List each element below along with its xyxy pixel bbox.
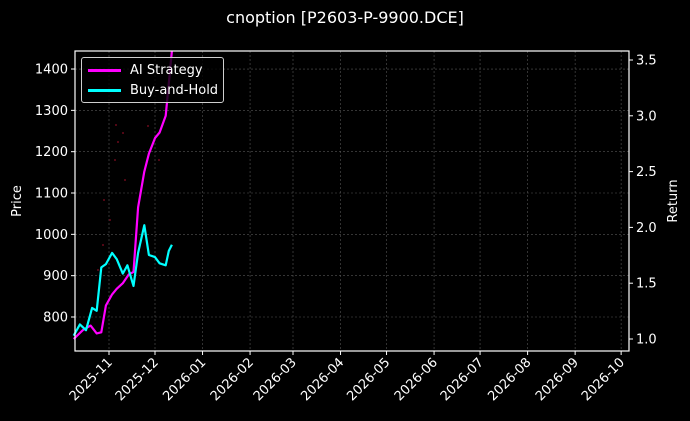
svg-text:1200: 1200 (35, 145, 68, 160)
y-axis-left-label: Price (10, 185, 25, 217)
svg-text:2026-10: 2026-10 (579, 355, 628, 404)
svg-text:2026-05: 2026-05 (344, 355, 393, 404)
svg-text:1.5: 1.5 (636, 277, 657, 292)
svg-text:2026-08: 2026-08 (485, 355, 534, 404)
grid-lines (75, 51, 629, 351)
svg-text:2026-07: 2026-07 (438, 355, 487, 404)
svg-text:2.0: 2.0 (636, 221, 657, 236)
svg-text:2.5: 2.5 (636, 165, 657, 180)
svg-text:3.0: 3.0 (636, 109, 657, 124)
x-axis: 2025-112025-122026-012026-022026-032026-… (67, 351, 628, 404)
chart-title: cnoption [P2603-P-9900.DCE] (226, 8, 464, 27)
svg-text:1300: 1300 (35, 104, 68, 119)
svg-text:2026-09: 2026-09 (533, 355, 582, 404)
y-axis-left: 800 900 1000 1100 1200 1300 1400 (35, 63, 75, 326)
trade-markers (97, 124, 160, 271)
svg-text:2026-01: 2026-01 (160, 355, 209, 404)
svg-text:2025-11: 2025-11 (67, 355, 116, 404)
legend-item-buy-and-hold: Buy-and-Hold (88, 80, 218, 100)
svg-text:1.0: 1.0 (636, 333, 657, 348)
plot-frame (74, 50, 630, 352)
svg-text:2026-03: 2026-03 (251, 355, 300, 404)
legend: AI Strategy Buy-and-Hold (81, 57, 224, 103)
series-line-ai-strategy (72, 50, 173, 340)
svg-text:900: 900 (43, 269, 68, 284)
legend-swatch-magenta-icon (88, 68, 121, 72)
legend-label: AI Strategy (130, 62, 203, 78)
svg-text:3.5: 3.5 (636, 54, 657, 69)
series-line-buy-and-hold (72, 224, 173, 337)
series-lines (72, 50, 173, 340)
svg-text:2025-12: 2025-12 (113, 355, 162, 404)
svg-text:1400: 1400 (35, 63, 68, 78)
y-axis-right: 1.0 1.5 2.0 2.5 3.0 3.5 (629, 54, 657, 348)
svg-text:2026-04: 2026-04 (298, 355, 347, 404)
svg-text:2026-06: 2026-06 (392, 355, 441, 404)
y-axis-right-label: Return (666, 179, 681, 222)
svg-text:1100: 1100 (35, 187, 68, 202)
svg-text:1000: 1000 (35, 228, 68, 243)
legend-item-ai-strategy: AI Strategy (88, 60, 203, 80)
svg-text:800: 800 (43, 311, 68, 326)
legend-swatch-cyan-icon (88, 88, 121, 92)
svg-text:2026-02: 2026-02 (208, 355, 257, 404)
legend-label: Buy-and-Hold (130, 82, 219, 98)
